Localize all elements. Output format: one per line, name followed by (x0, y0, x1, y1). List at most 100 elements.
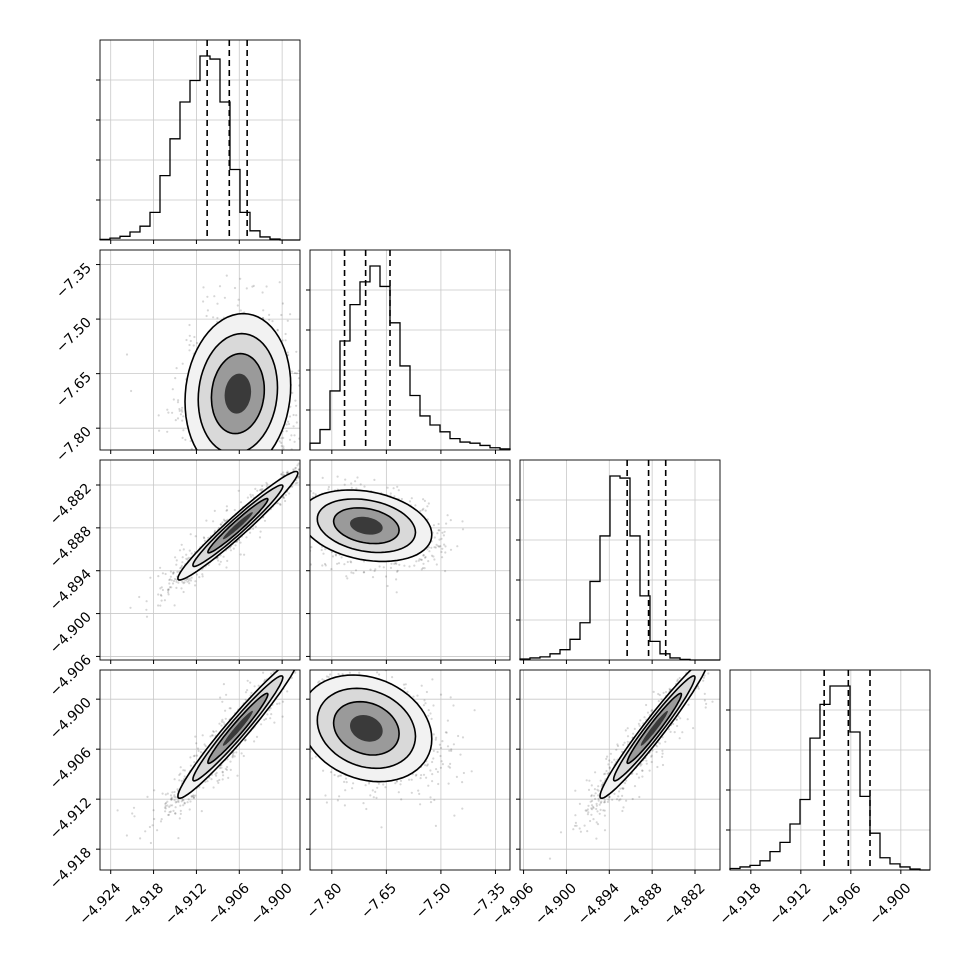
sample-point (449, 548, 453, 551)
sample-point (295, 350, 298, 353)
sample-point (182, 582, 185, 585)
sample-point (256, 456, 258, 458)
sample-point (245, 468, 247, 470)
sample-point (250, 495, 253, 498)
sample-point (223, 456, 225, 458)
sample-point (172, 572, 175, 575)
sample-point (245, 453, 247, 455)
sample-point (222, 555, 225, 558)
sample-point (330, 568, 333, 571)
sample-point (184, 579, 187, 582)
sample-point (378, 565, 381, 568)
sample-point (240, 481, 242, 483)
sample-point (212, 520, 215, 523)
sample-point (302, 653, 304, 655)
sample-point (410, 497, 413, 500)
sample-point (295, 414, 298, 417)
sample-point (251, 494, 254, 497)
sample-point (282, 447, 285, 450)
sample-point (166, 430, 169, 433)
sample-point (314, 493, 317, 496)
sample-point (296, 464, 299, 467)
sample-point (304, 383, 306, 385)
sample-point (157, 575, 160, 578)
sample-point (303, 471, 305, 473)
sample-point (180, 543, 183, 546)
sample-point (291, 370, 294, 373)
sample-point (183, 581, 186, 584)
sample-point (164, 804, 167, 808)
sample-point (179, 413, 182, 416)
sample-point (161, 572, 164, 575)
sample-point (259, 452, 261, 454)
sample-point (285, 430, 288, 433)
sample-point (250, 486, 252, 488)
sample-point (186, 580, 189, 583)
sample-point (438, 545, 441, 548)
sample-point (374, 568, 377, 571)
sample-point (201, 573, 204, 576)
sample-point (284, 339, 287, 342)
sample-point (442, 534, 445, 537)
sample-point (297, 468, 300, 471)
sample-point (284, 508, 286, 510)
panel-frame (519, 459, 721, 661)
sample-point (188, 334, 191, 337)
sample-point (280, 444, 283, 448)
sample-point (239, 553, 242, 556)
sample-point (125, 353, 129, 356)
sample-point (192, 344, 195, 347)
sample-point (159, 593, 162, 597)
sample-point (169, 810, 172, 813)
sample-point (242, 754, 245, 758)
sample-point (294, 506, 296, 508)
sample-point (223, 296, 226, 299)
sample-point (234, 456, 236, 458)
histogram-panel-2 (306, 249, 511, 451)
sample-point (286, 351, 289, 354)
sample-point (340, 556, 343, 559)
sample-point (180, 408, 183, 412)
contour-line (207, 497, 269, 554)
sample-point (282, 473, 286, 476)
sample-point (205, 519, 208, 522)
sample-point (384, 575, 388, 578)
sample-point (300, 513, 302, 515)
sample-point (286, 509, 288, 511)
sample-point (194, 580, 197, 583)
sample-point (315, 387, 317, 389)
sample-point (185, 557, 188, 560)
sample-point (168, 578, 171, 582)
sample-point (326, 446, 328, 448)
sample-point (186, 558, 189, 561)
sample-point (233, 286, 237, 290)
sample-point (301, 343, 303, 345)
sample-point (250, 457, 252, 459)
contour-line (332, 507, 400, 545)
sample-point (292, 413, 295, 417)
sample-point (167, 411, 170, 414)
sample-point (232, 458, 234, 460)
sample-point (178, 407, 181, 411)
sample-point (301, 663, 303, 665)
sample-point (259, 469, 261, 471)
sample-point (256, 467, 258, 469)
sample-point (166, 588, 170, 591)
sample-point (219, 451, 221, 453)
sample-point (438, 529, 441, 532)
sample-point (262, 671, 265, 674)
sample-point (249, 493, 252, 496)
sample-point (307, 506, 309, 508)
sample-point (221, 457, 223, 459)
sample-point (247, 464, 249, 466)
sample-point (193, 335, 196, 339)
sample-point (303, 512, 305, 514)
sample-point (349, 560, 352, 563)
sample-point (201, 575, 204, 578)
sample-point (219, 523, 222, 526)
sample-point (443, 530, 446, 533)
sample-point (386, 486, 389, 489)
sample-point (202, 536, 205, 539)
contour-line (184, 312, 292, 450)
sample-point (213, 295, 216, 298)
